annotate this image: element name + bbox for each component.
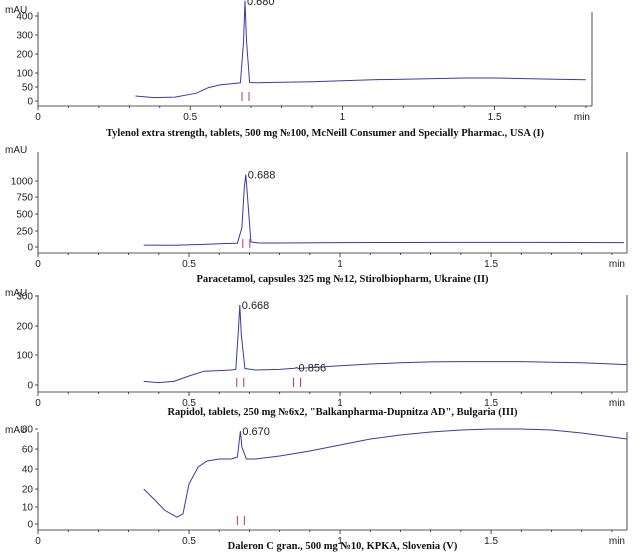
x-axis-unit: min (609, 536, 625, 547)
chromatogram-panel-1: mAU 0 50 100 200 300 400 0 0.5 1 1.5 min 0.680 Tyleno… (5, 0, 593, 139)
x-axis-unit: min (574, 112, 590, 123)
y-tick-label: 50 (22, 83, 34, 94)
x-axis-unit: min (609, 398, 625, 409)
y-tick-label: 500 (16, 210, 33, 221)
y-axis-unit: mAU (5, 425, 27, 436)
panel-caption: Daleron C gran., 500 mg №10, KPKA, Slove… (228, 541, 458, 552)
x-tick-label: 0.5 (183, 112, 197, 123)
panel-caption: Paracetamol, capsules 325 mg №12, Stirol… (196, 274, 489, 285)
x-tick-label: 0.5 (182, 259, 196, 270)
peak-label: 0.688 (248, 170, 276, 182)
x-tick-label: 1 (337, 536, 343, 547)
y-tick-label: 40 (22, 465, 34, 476)
y-tick-label: 20 (22, 485, 34, 496)
x-axis-unit: min (609, 259, 625, 270)
y-tick-label: 0 (27, 520, 33, 531)
x-tick-label: 0 (35, 112, 41, 123)
chromatogram-panel-3: mAU 0 100 200 300 0 0.5 1 1.5 min 0.668 0.856 Rapido… (5, 288, 628, 418)
y-tick-label: 0 (27, 97, 33, 108)
x-tick-label: 0 (35, 536, 41, 547)
chromatogram-panel-4: mAU 0 10 20 40 60 80 0 0.5 1 1.5 min 0.670 Daleron C … (5, 425, 628, 552)
x-tick-label: 1.5 (484, 259, 498, 270)
y-axis-unit: mAU (5, 145, 27, 156)
panel-caption: Rapidol, tablets, 250 mg №6x2, "Balkanph… (167, 407, 518, 418)
chromatogram-trace (135, 0, 586, 99)
y-tick-label: 80 (22, 425, 34, 436)
peak-label: 0.856 (299, 363, 327, 375)
x-tick-label: 1.5 (488, 112, 502, 123)
x-tick-label: 1 (337, 259, 343, 270)
y-tick-label: 200 (16, 50, 33, 61)
peak-label: 0.680 (247, 0, 275, 8)
chromatogram-trace (143, 428, 628, 518)
y-axis-unit: mAU (5, 5, 27, 16)
y-tick-label: 200 (16, 322, 33, 333)
peak-label: 0.670 (242, 426, 270, 438)
x-tick-label: 1.5 (484, 536, 498, 547)
x-tick-label: 0.5 (182, 398, 196, 409)
y-tick-label: 750 (16, 193, 33, 204)
y-tick-label: 100 (16, 351, 33, 362)
x-tick-label: 1 (337, 398, 343, 409)
y-tick-label: 60 (22, 445, 34, 456)
chromatogram-panel-2: mAU 0 250 500 750 1000 0 0.5 1 1.5 min 0.688 Paracet… (5, 145, 628, 285)
peak-label: 0.668 (242, 300, 270, 312)
x-tick-label: 0 (35, 398, 41, 409)
y-tick-label: 100 (16, 69, 33, 80)
chromatogram-trace (143, 174, 625, 246)
x-tick-label: 1 (340, 112, 346, 123)
chromatogram-trace (143, 304, 628, 384)
y-tick-label: 0 (27, 243, 33, 254)
y-axis-unit: mAU (5, 288, 27, 299)
x-tick-label: 1.5 (484, 398, 498, 409)
y-tick-label: 300 (16, 31, 33, 42)
y-tick-label: 1000 (11, 177, 34, 188)
x-tick-label: 0 (35, 259, 41, 270)
x-tick-label: 0.5 (182, 536, 196, 547)
y-tick-label: 250 (16, 227, 33, 238)
y-tick-label: 300 (16, 292, 33, 303)
panel-caption: Tylenol extra strength, tablets, 500 mg … (106, 128, 545, 139)
y-tick-label: 10 (22, 503, 34, 514)
y-tick-label: 400 (16, 12, 33, 23)
y-tick-label: 0 (27, 381, 33, 392)
